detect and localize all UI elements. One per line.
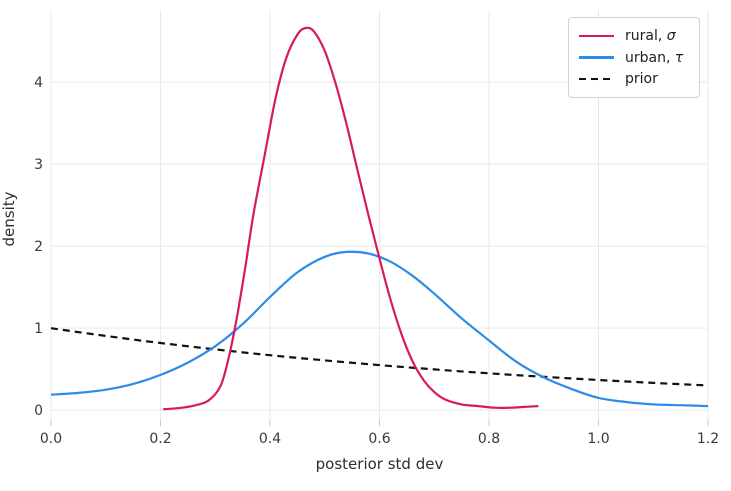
legend-label-prior: prior (625, 71, 658, 88)
y-tick-label: 3 (34, 157, 43, 173)
x-axis-label-text: posterior std dev (315, 455, 444, 473)
x-tick-label: 0.4 (259, 431, 281, 447)
y-tick-label: 2 (34, 239, 43, 255)
x-tick-label: 0.8 (478, 431, 500, 447)
y-axis-label: density (0, 191, 18, 247)
y-tick-label: 4 (34, 75, 43, 91)
y-tick-label: 0 (34, 403, 43, 419)
legend-item-rural-sigma: rural, σ (579, 25, 687, 47)
x-tick-label: 0.0 (40, 431, 62, 447)
x-tick-label: 0.2 (149, 431, 171, 447)
x-tick-label: 1.0 (587, 431, 609, 447)
x-tick-label: 1.2 (697, 431, 719, 447)
y-tick-label: 1 (34, 321, 43, 337)
legend-label-urban-tau: urban, τ (625, 49, 684, 66)
prior-curve (50, 327, 709, 387)
legend-swatch-prior (579, 78, 614, 81)
x-axis-label: posterior std dev (0, 455, 731, 473)
legend-item-prior: prior (579, 68, 687, 90)
legend-swatch-urban-tau (579, 56, 614, 59)
legend-label-rural-sigma: rural, σ (625, 27, 676, 44)
legend: rural, σ urban, τ prior (568, 17, 700, 98)
legend-swatch-rural-sigma (579, 34, 614, 37)
x-tick-label: 0.6 (368, 431, 390, 447)
legend-item-urban-tau: urban, τ (579, 47, 687, 69)
rural-sigma-curve (163, 26, 539, 411)
